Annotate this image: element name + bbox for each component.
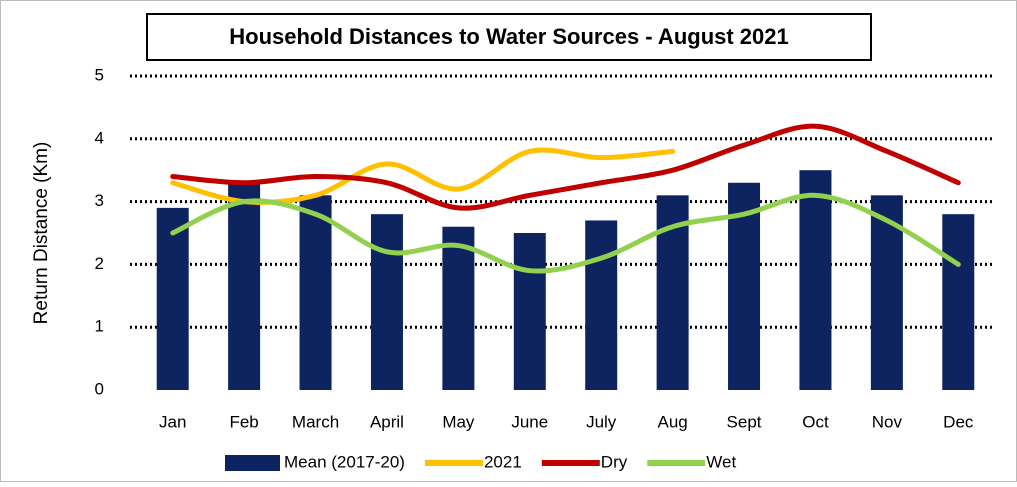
x-tick-label: April: [370, 412, 404, 431]
bar: [513, 233, 546, 390]
bar: [942, 214, 975, 390]
bar: [442, 226, 475, 390]
bar: [156, 207, 189, 390]
line: [170, 192, 961, 274]
title-box: [146, 13, 872, 61]
legend-swatch: [225, 455, 280, 471]
y-tick-label: 4: [95, 128, 104, 147]
y-tick-label: 2: [95, 254, 104, 273]
x-tick-label: Oct: [802, 412, 829, 431]
legend-label: Wet: [706, 452, 736, 471]
bar: [799, 170, 832, 390]
x-tick-label: Sept: [727, 412, 762, 431]
x-tick-label: Dec: [943, 412, 974, 431]
legend-label: 2021: [484, 452, 522, 471]
y-tick-label: 3: [95, 191, 104, 210]
x-tick-label: May: [442, 412, 475, 431]
x-tick-label: March: [292, 412, 339, 431]
x-tick-label: Nov: [872, 412, 903, 431]
x-tick-label: Aug: [658, 412, 688, 431]
bar: [370, 214, 403, 390]
x-tick-label: June: [511, 412, 548, 431]
bar: [228, 182, 261, 390]
x-tick-label: Feb: [229, 412, 258, 431]
y-tick-label: 0: [95, 379, 104, 398]
x-tick-label: Jan: [159, 412, 186, 431]
y-tick-label: 1: [95, 317, 104, 336]
x-tick-label: July: [586, 412, 617, 431]
y-tick-label: 5: [95, 65, 104, 84]
chart-title: Household Distances to Water Sources - A…: [229, 24, 789, 49]
bar: [299, 195, 332, 390]
line: [170, 123, 961, 211]
legend-label: Mean (2017-20): [284, 452, 405, 471]
bar: [585, 220, 618, 390]
y-axis-label: Return Distance (Km): [31, 142, 52, 325]
legend-label: Dry: [601, 452, 628, 471]
